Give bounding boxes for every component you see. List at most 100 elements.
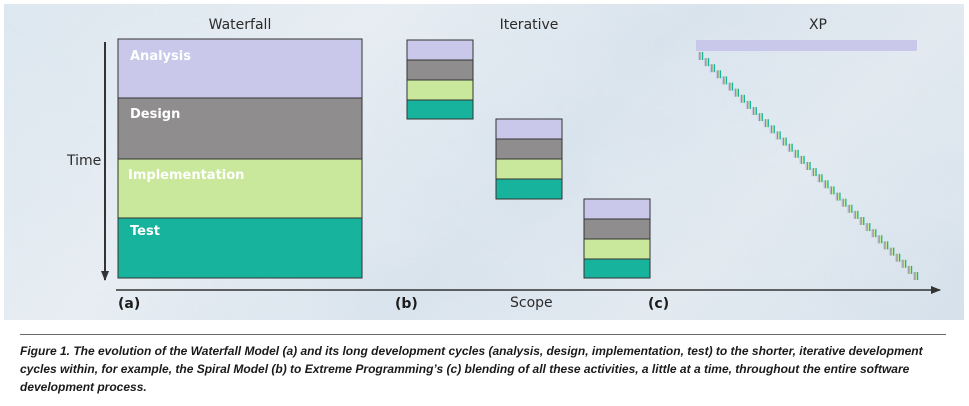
xp-iteration-stripe	[788, 143, 791, 152]
xp-iteration-stripe	[910, 265, 913, 274]
xp-iteration-step	[805, 162, 811, 170]
xp-iteration-stripe	[879, 235, 882, 244]
xp-iteration-step	[721, 76, 728, 85]
xp-iteration-stripe	[830, 186, 832, 195]
xp-iteration-step	[871, 229, 877, 238]
xp-iteration-stripe	[771, 125, 773, 134]
figure-panel: Waterfall Iterative XP Time Scope Analys…	[4, 4, 964, 320]
xp-iteration-stripe	[719, 70, 722, 79]
iteration-3-design-block	[583, 218, 651, 240]
xp-iteration-stripe	[763, 119, 765, 128]
xp-iteration-stripe	[820, 174, 822, 183]
xp-iteration-step	[745, 100, 751, 109]
xp-iteration-stripe	[731, 82, 734, 91]
xp-iteration-stripe	[787, 143, 789, 152]
xp-iteration-stripe	[859, 217, 861, 225]
xp-iteration-stripe	[699, 52, 701, 60]
xp-iteration-stripe	[705, 58, 707, 67]
iterative-cycle-1	[406, 39, 474, 120]
xp-iteration-stripe	[724, 76, 726, 85]
xp-iteration-stripe	[857, 210, 859, 219]
xp-iteration-stripe	[833, 186, 835, 195]
xp-iteration-step	[793, 149, 799, 158]
xp-iteration-stripe	[796, 149, 798, 158]
xp-iteration-stripe	[800, 155, 803, 164]
xp-iteration-stripe	[745, 100, 748, 109]
xp-iteration-stripe	[749, 100, 751, 109]
xp-iteration-step	[727, 82, 734, 91]
xp-iteration-stripe	[741, 94, 743, 103]
xp-iteration-stripe	[835, 192, 837, 201]
xp-iteration-stripe	[914, 272, 916, 280]
xp-iteration-stripe	[723, 76, 725, 85]
xp-iteration-stripe	[847, 204, 849, 213]
waterfall-blocks: Analysis Design Implementation Test	[117, 38, 363, 279]
iteration-3-implementation-block	[583, 238, 651, 260]
xp-iteration-stripe	[872, 229, 874, 238]
panel-label-a: (a)	[118, 296, 140, 312]
xp-iteration-stripe	[736, 88, 738, 97]
xp-iteration-stripe	[811, 168, 813, 177]
xp-iteration-stripe	[885, 241, 887, 250]
xp-iteration-stripe	[748, 100, 750, 109]
xp-iteration-stripe	[869, 223, 871, 232]
xp-iteration-stripe	[772, 125, 774, 134]
xp-iteration-stripe	[905, 259, 907, 268]
xp-iteration-step	[841, 198, 847, 207]
xp-iteration-stripe	[851, 204, 853, 213]
xp-iteration-step	[829, 186, 835, 195]
xp-iteration-stripe	[706, 58, 708, 67]
xp-iteration-stripe	[824, 180, 826, 189]
panel-label-b: (b)	[395, 296, 418, 312]
xp-iteration-step	[799, 155, 805, 164]
xp-iteration-stripe	[701, 52, 704, 60]
xp-iteration-stripe	[909, 265, 911, 274]
xp-iteration-step	[763, 119, 769, 128]
xp-iteration-stripe	[829, 186, 831, 195]
xp-iteration-stripe	[865, 223, 867, 232]
xp-iteration-stripe	[815, 168, 817, 177]
xp-iteration-stripe	[873, 229, 876, 238]
xp-iteration-stripe	[782, 137, 785, 146]
xp-iteration-stripe	[891, 247, 893, 256]
xp-iteration-stripe	[913, 272, 915, 280]
xp-iteration-stripe	[711, 64, 713, 73]
xp-iteration-step	[853, 210, 859, 219]
xp-iteration-stripe	[806, 162, 809, 170]
xp-iteration-step	[889, 247, 895, 256]
xp-iteration-stripe	[700, 52, 702, 60]
waterfall-analysis-label: Analysis	[130, 49, 191, 64]
iterative-title: Iterative	[500, 17, 559, 33]
xp-iteration-stripe	[794, 149, 797, 158]
xp-iteration-stripe	[751, 107, 754, 115]
xp-iteration-stripe	[832, 186, 834, 195]
xp-iteration-stripe	[769, 125, 771, 134]
xp-iteration-step	[751, 107, 757, 115]
xp-iteration-stripe	[721, 76, 724, 85]
xp-iteration-step	[907, 265, 913, 274]
xp-iteration-stripe	[849, 204, 852, 213]
xp-iteration-stripe	[854, 210, 856, 219]
xp-iteration-step	[877, 235, 883, 244]
xp-iteration-stripe	[836, 192, 838, 201]
xp-iteration-step	[787, 143, 793, 152]
iteration-2-test-block	[495, 178, 563, 200]
xp-iteration-stripe	[889, 247, 891, 256]
xp-iteration-stripe	[717, 70, 719, 79]
xp-iteration-stripe	[838, 192, 840, 201]
iteration-1-analysis-block	[406, 39, 474, 61]
xp-iteration-stripe	[907, 265, 909, 274]
xp-iteration-step	[859, 217, 865, 225]
iteration-3-test-block	[583, 258, 651, 279]
iteration-1-design-block	[406, 59, 474, 81]
xp-iteration-stripe	[784, 137, 786, 146]
xp-iteration-stripe	[759, 113, 761, 122]
xp-iteration-stripe	[855, 210, 858, 219]
xp-iteration-stripe	[733, 88, 736, 97]
xp-iteration-stripe	[781, 137, 783, 146]
waterfall-design-block	[117, 97, 363, 160]
xp-iteration-stripe	[902, 259, 904, 268]
xp-iteration-stripe	[903, 259, 905, 268]
waterfall-analysis-block	[117, 38, 363, 99]
xp-iteration-stripe	[737, 88, 739, 97]
